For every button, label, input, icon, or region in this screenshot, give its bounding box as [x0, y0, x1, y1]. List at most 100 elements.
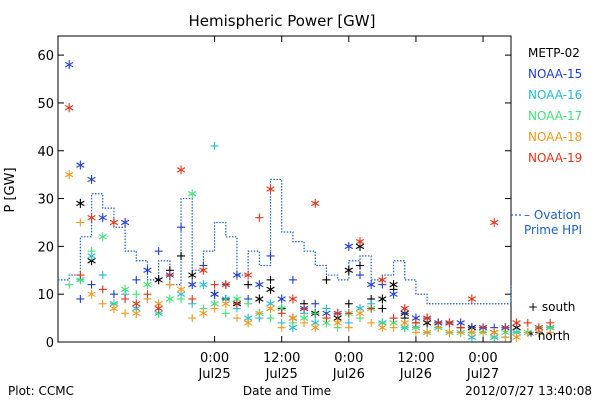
x-tick-day-label: Jul25 — [197, 367, 230, 382]
ovation-hpi-line — [58, 178, 512, 305]
point-metp-02-south — [378, 304, 387, 313]
point-noaa-18-north — [512, 332, 521, 342]
point-noaa-18-south — [210, 304, 219, 313]
point-noaa-18-north — [176, 284, 186, 294]
point-noaa-19-north — [221, 280, 230, 290]
point-noaa-15-north — [87, 174, 96, 184]
point-noaa-19-south — [165, 271, 174, 280]
point-noaa-19-south — [344, 309, 353, 318]
legend-entry: NOAA-17 — [528, 109, 582, 123]
point-noaa-19-north — [467, 294, 477, 304]
y-tick-label: 30 — [37, 193, 54, 208]
point-noaa-18-north — [467, 327, 477, 337]
point-noaa-18-north — [87, 289, 96, 299]
point-noaa-19-south — [98, 285, 107, 294]
y-tick-label: 50 — [37, 97, 54, 112]
point-noaa-15-south — [76, 294, 85, 303]
point-noaa-18-south — [546, 328, 555, 337]
point-noaa-17-north — [165, 294, 175, 304]
point-noaa-17-south — [244, 299, 253, 308]
point-noaa-15-south — [266, 251, 275, 260]
point-noaa-18-south — [255, 309, 264, 318]
y-tick-label: 40 — [37, 145, 54, 160]
point-noaa-18-north — [65, 170, 74, 180]
plot-frame — [57, 35, 512, 343]
point-metp-02-south — [244, 280, 253, 289]
point-metp-02-north — [389, 280, 398, 290]
point-noaa-18-north — [132, 308, 141, 318]
point-noaa-18-north — [266, 304, 275, 314]
point-noaa-19-south — [76, 271, 85, 280]
point-metp-02-north — [154, 275, 163, 285]
point-noaa-15-north — [232, 270, 242, 280]
point-noaa-19-north — [355, 237, 365, 247]
point-noaa-17-south — [311, 309, 320, 318]
point-noaa-17-south — [65, 280, 74, 289]
point-noaa-19-south — [277, 309, 286, 318]
y-tick-label: 10 — [37, 288, 54, 303]
x-tick-time-label: 0:00 — [200, 351, 229, 366]
point-noaa-19-south — [188, 294, 197, 303]
timestamp: 2012/07/27 13:40:08 — [465, 384, 592, 398]
point-noaa-15-south — [311, 299, 320, 308]
point-noaa-15-north — [143, 265, 152, 275]
point-noaa-15-north — [389, 289, 398, 299]
point-noaa-18-north — [288, 313, 298, 323]
point-noaa-18-south — [165, 280, 174, 289]
point-noaa-19-north — [534, 323, 544, 333]
point-noaa-17-north — [98, 232, 107, 242]
legend-ovation: – Ovation — [524, 208, 581, 222]
point-noaa-19-north — [109, 217, 119, 227]
point-metp-02-south — [266, 275, 275, 284]
y-tick-label: 0 — [46, 336, 54, 351]
y-tick-label: 20 — [37, 240, 54, 255]
point-noaa-19-south — [143, 290, 152, 299]
point-noaa-18-south — [411, 328, 420, 337]
point-noaa-16-south — [98, 271, 107, 280]
point-noaa-18-south — [367, 318, 376, 327]
point-noaa-19-south — [389, 314, 398, 323]
x-axis-label: Date and Time — [243, 384, 331, 398]
point-noaa-15-south — [87, 280, 96, 289]
point-noaa-18-north — [355, 308, 365, 318]
point-metp-02-south — [177, 251, 186, 260]
point-noaa-19-south — [255, 213, 264, 222]
point-noaa-18-north — [243, 318, 253, 328]
point-noaa-18-north — [400, 318, 409, 328]
point-noaa-18-south — [232, 314, 241, 323]
point-noaa-18-north — [422, 327, 432, 337]
point-noaa-16-south — [322, 304, 331, 313]
point-noaa-19-south — [322, 314, 331, 323]
point-noaa-17-north — [188, 189, 197, 199]
point-metp-02-south — [344, 299, 353, 308]
point-noaa-18-south — [344, 323, 353, 332]
point-noaa-15-north — [120, 217, 130, 227]
point-noaa-19-north — [154, 304, 163, 314]
point-noaa-19-south — [501, 323, 510, 332]
point-noaa-19-north — [65, 103, 74, 113]
x-tick-day-label: Jul26 — [399, 367, 432, 382]
point-noaa-18-north — [109, 304, 119, 314]
point-noaa-19-north — [512, 318, 521, 328]
data-points — [65, 60, 555, 342]
point-noaa-19-north — [87, 213, 96, 223]
legend-entry: NOAA-16 — [528, 88, 582, 102]
point-noaa-19-north — [400, 304, 409, 314]
point-noaa-18-south — [188, 314, 197, 323]
point-noaa-18-north — [221, 299, 230, 309]
point-noaa-19-south — [523, 318, 532, 327]
point-noaa-18-north — [490, 327, 499, 337]
point-noaa-18-south — [501, 333, 510, 342]
point-metp-02-north — [255, 294, 264, 304]
point-metp-02-north — [266, 284, 275, 294]
point-noaa-15-north — [367, 280, 376, 290]
x-tick-day-label: Jul25 — [265, 367, 298, 382]
point-noaa-19-north — [333, 308, 342, 318]
point-noaa-19-south — [210, 280, 219, 289]
point-noaa-15-north — [255, 280, 264, 290]
point-noaa-18-south — [389, 323, 398, 332]
point-noaa-19-south — [479, 323, 488, 332]
legend-ovation: Prime HPI — [524, 223, 582, 237]
point-noaa-19-north — [199, 265, 208, 275]
point-noaa-19-north — [378, 275, 387, 285]
